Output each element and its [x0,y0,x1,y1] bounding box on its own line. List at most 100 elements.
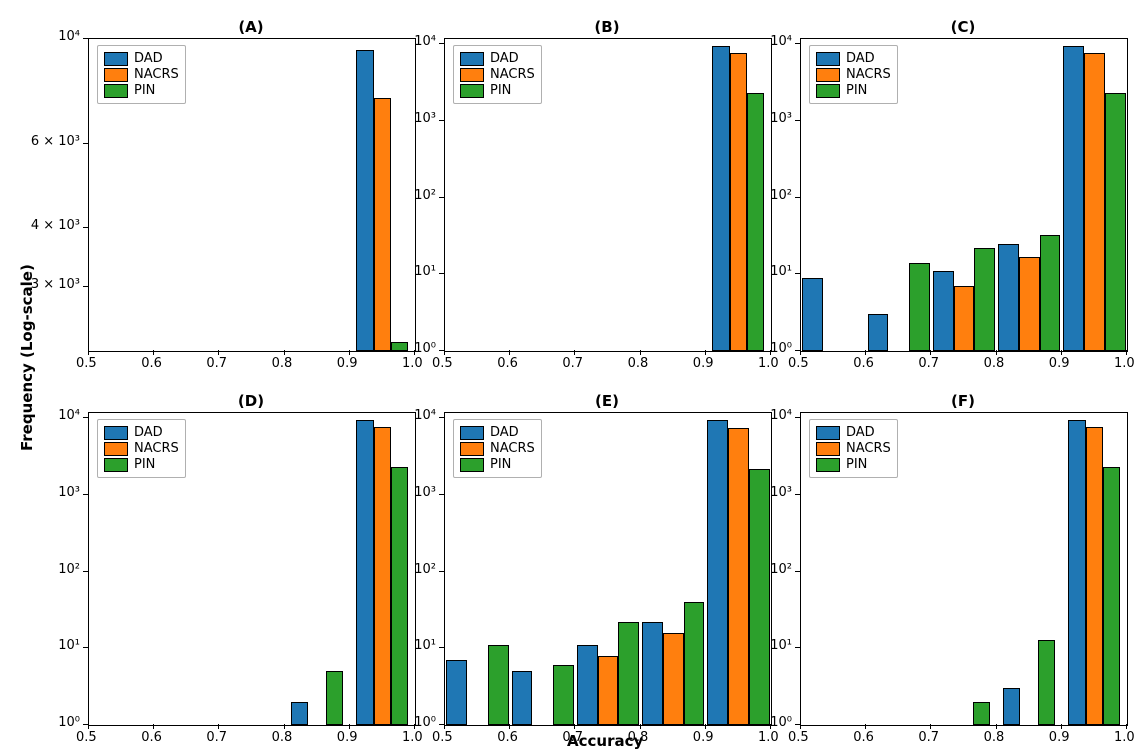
xtick-label: 0.5 [76,730,97,745]
xtick-mark [88,350,89,355]
plot-area-A: DADNACRSPIN [88,38,416,352]
xtick-label: 0.7 [562,730,583,745]
ytick-label: 10¹ [414,638,436,653]
bar-C-PIN-4 [1105,93,1126,351]
panel-title-A: (A) [88,18,414,36]
ytick-label: 10³ [414,111,436,126]
ytick-label: 10² [58,562,80,577]
legend-row-PIN: PIN [816,83,891,98]
bar-A-NACRS-4 [374,98,391,351]
xtick-mark [349,350,350,355]
ytick-mark [795,494,800,495]
ytick-label: 4 × 10³ [31,218,80,233]
bar-F-DAD-4 [1068,420,1085,725]
xtick-label: 0.7 [206,356,227,371]
ytick-label: 10⁴ [414,34,436,49]
bar-D-NACRS-4 [374,427,391,725]
legend-label-PIN: PIN [490,83,511,98]
legend-swatch-DAD [104,52,128,66]
bar-E-PIN-1 [553,665,574,725]
xtick-label: 0.6 [497,730,518,745]
xtick-mark [509,350,510,355]
legend-row-DAD: DAD [104,51,179,66]
ytick-label: 10³ [770,485,792,500]
bar-C-DAD-3 [998,244,1019,351]
bar-E-PIN-4 [749,469,770,725]
legend-label-PIN: PIN [490,457,511,472]
xtick-mark [284,350,285,355]
xtick-label: 0.8 [628,730,649,745]
xtick-label: 0.9 [693,356,714,371]
legend-row-DAD: DAD [816,425,891,440]
legend-E: DADNACRSPIN [453,419,542,478]
bar-F-NACRS-4 [1086,427,1103,725]
bar-E-DAD-1 [512,671,533,725]
xtick-mark [865,350,866,355]
legend-swatch-NACRS [104,442,128,456]
xtick-mark [800,350,801,355]
bar-D-DAD-4 [356,420,373,725]
ytick-mark [439,571,444,572]
panel-title-C: (C) [800,18,1126,36]
ytick-label: 10² [414,188,436,203]
bar-C-DAD-2 [933,271,954,351]
legend-swatch-PIN [460,458,484,472]
bar-C-DAD-0 [802,278,823,351]
legend-swatch-PIN [816,84,840,98]
ytick-mark [795,724,800,725]
bar-F-PIN-3 [1038,640,1055,725]
xtick-label: 0.7 [918,730,939,745]
ytick-mark [795,197,800,198]
ytick-label: 10⁴ [770,34,792,49]
ytick-mark [795,417,800,418]
ytick-mark [439,647,444,648]
ytick-mark [439,43,444,44]
ytick-mark [795,120,800,121]
bar-C-PIN-1 [909,263,930,351]
legend-row-PIN: PIN [460,83,535,98]
ytick-label: 10¹ [770,638,792,653]
ytick-label: 6 × 10³ [31,134,80,149]
xtick-mark [865,724,866,729]
xtick-label: 0.5 [432,730,453,745]
xtick-mark [574,724,575,729]
bar-C-NACRS-4 [1084,53,1105,351]
ytick-mark [439,120,444,121]
xtick-label: 0.8 [272,356,293,371]
bar-F-DAD-3 [1003,688,1020,725]
ytick-label: 10¹ [58,638,80,653]
legend-label-DAD: DAD [846,51,875,66]
xtick-mark [284,724,285,729]
ytick-mark [795,647,800,648]
legend-swatch-NACRS [460,442,484,456]
xtick-label: 0.9 [337,730,358,745]
xtick-mark [444,350,445,355]
legend-row-DAD: DAD [104,425,179,440]
ytick-mark [83,571,88,572]
xtick-label: 0.8 [984,730,1005,745]
bar-E-DAD-0 [446,660,467,725]
xtick-mark [218,724,219,729]
ytick-label: 10⁰ [414,341,436,356]
xtick-label: 0.9 [337,356,358,371]
plot-area-D: DADNACRSPIN [88,412,416,726]
ytick-mark [83,494,88,495]
xtick-label: 0.6 [853,356,874,371]
legend-swatch-DAD [460,52,484,66]
ytick-label: 10⁰ [58,715,80,730]
legend-label-NACRS: NACRS [490,441,535,456]
legend-row-DAD: DAD [460,51,535,66]
ytick-mark [795,350,800,351]
bar-A-DAD-4 [356,50,373,351]
figure: Frequency (Log-scale)AccuracyDADNACRSPIN… [0,0,1140,754]
plot-area-C: DADNACRSPIN [800,38,1128,352]
xtick-mark [996,724,997,729]
legend-label-PIN: PIN [134,83,155,98]
ytick-mark [795,273,800,274]
panel-title-F: (F) [800,392,1126,410]
bar-E-NACRS-2 [598,656,619,725]
xtick-label: 0.9 [1049,730,1070,745]
bar-C-PIN-2 [974,248,995,351]
bar-D-PIN-3 [326,671,343,725]
bar-F-PIN-4 [1103,467,1120,725]
